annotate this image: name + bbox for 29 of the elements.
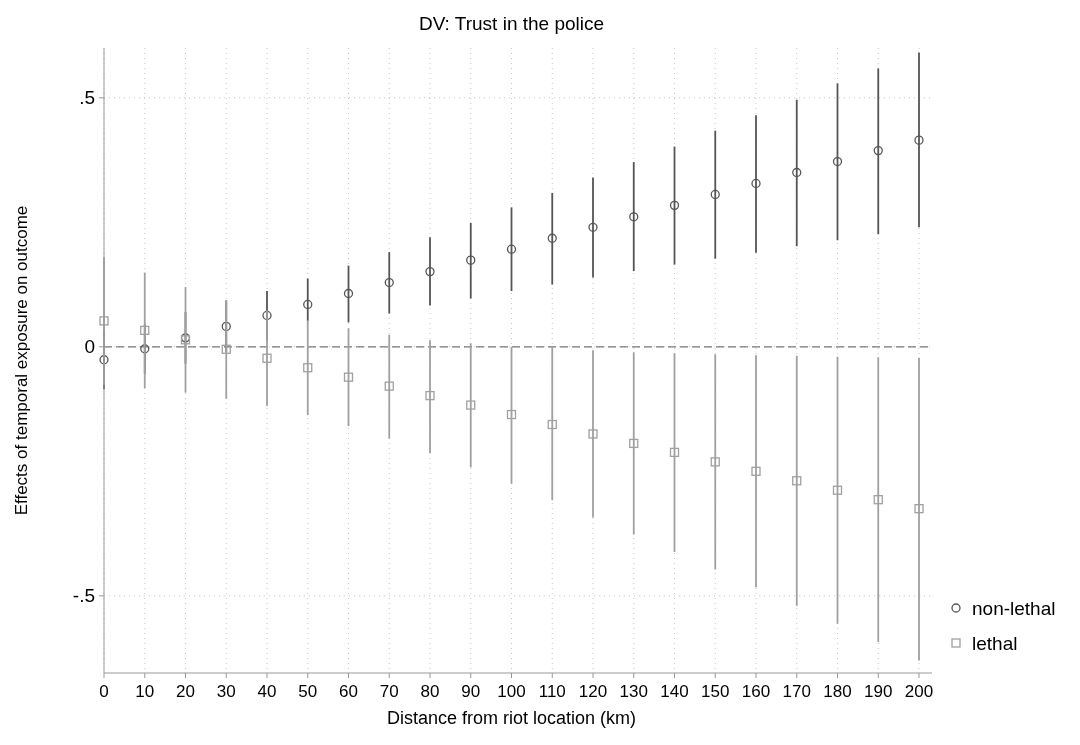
x-tick-label: 200	[904, 682, 934, 701]
x-tick-label: 70	[379, 682, 399, 701]
x-tick-label: 20	[176, 682, 195, 701]
y-tick-label: 0	[84, 336, 95, 358]
x-tick-label: 170	[782, 682, 811, 701]
legend-label: non-lethal	[972, 597, 1056, 619]
x-tick-label: 160	[741, 682, 771, 701]
x-tick-label: 0	[99, 682, 109, 701]
y-tick-label: .5	[79, 87, 95, 109]
y-axis-title: Effects of temporal exposure on outcome	[12, 205, 31, 516]
x-tick-label: 180	[823, 682, 852, 701]
x-tick-label: 90	[461, 682, 481, 701]
x-tick-label: 60	[339, 682, 358, 701]
x-tick-label: 110	[538, 682, 566, 701]
x-tick-label: 40	[257, 682, 277, 701]
x-tick-label: 120	[578, 682, 608, 701]
x-tick-label: 50	[298, 682, 318, 701]
y-tick-label: -.5	[72, 585, 95, 607]
legend-label: lethal	[972, 632, 1018, 654]
x-tick-label: 80	[420, 682, 440, 701]
x-tick-label: 30	[216, 682, 236, 701]
x-tick-label: 130	[619, 682, 648, 701]
x-tick-label: 100	[497, 682, 526, 701]
x-tick-label: 10	[135, 682, 155, 701]
chart-title: DV: Trust in the police	[418, 13, 605, 34]
x-tick-label: 150	[701, 682, 730, 701]
x-tick-label: 140	[660, 682, 689, 701]
x-tick-label: 190	[864, 682, 893, 701]
x-axis-title: Distance from riot location (km)	[386, 708, 637, 728]
